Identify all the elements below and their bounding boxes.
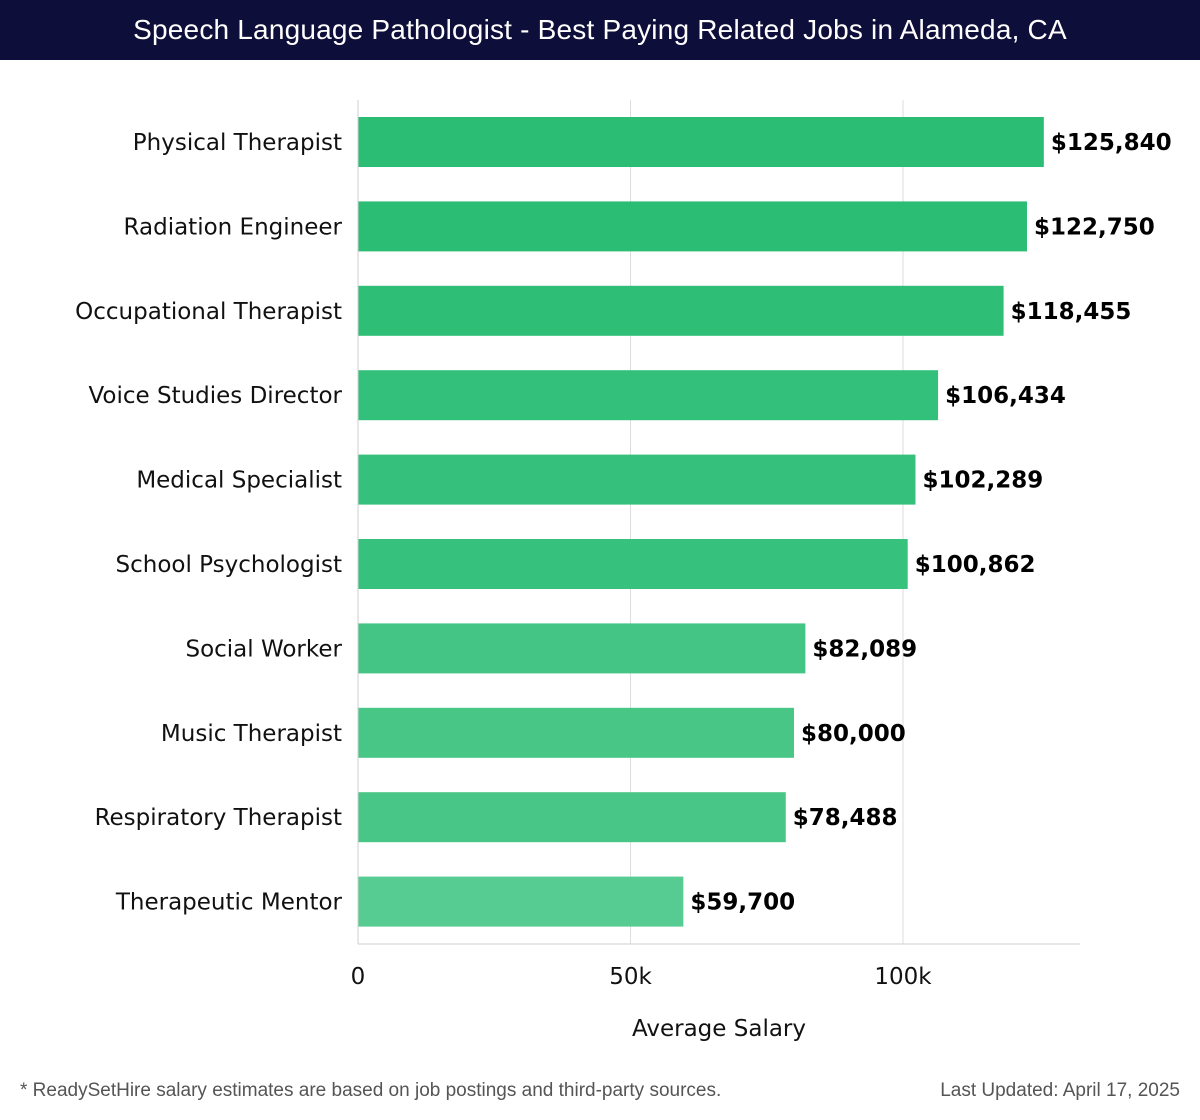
footer-note: * ReadySetHire salary estimates are base… [20, 1080, 722, 1101]
value-label: $80,000 [801, 721, 906, 747]
value-label: $100,862 [915, 552, 1036, 578]
bar [358, 117, 1044, 167]
bars [358, 117, 1044, 927]
category-label: Music Therapist [161, 721, 342, 747]
bar [358, 285, 1004, 336]
bar [358, 454, 916, 505]
category-label: Physical Therapist [133, 130, 342, 156]
x-tick-label: 50k [609, 964, 652, 990]
bar [358, 707, 794, 758]
chart-title-bar: Speech Language Pathologist - Best Payin… [0, 0, 1200, 60]
value-label: $102,289 [922, 468, 1043, 494]
category-labels: Physical Therapist Radiation Engineer Occu… [75, 130, 342, 916]
category-label: Therapeutic Mentor [115, 890, 343, 916]
bar [358, 370, 939, 421]
value-labels: $125,840 $122,750 $118,455 $106,434 $102,289… [690, 130, 1171, 916]
x-axis-label: Average Salary [632, 1016, 806, 1042]
bar [358, 539, 908, 589]
category-label: Radiation Engineer [124, 214, 343, 240]
value-label: $106,434 [945, 383, 1066, 409]
category-label: Medical Specialist [136, 468, 342, 494]
value-label: $59,700 [690, 890, 795, 916]
x-axis: 0 50k 100k Average Salary [351, 100, 1080, 1042]
value-label: $122,750 [1034, 214, 1155, 240]
bar [358, 201, 1027, 252]
value-label: $125,840 [1051, 130, 1172, 156]
value-label: $82,089 [812, 636, 917, 662]
bar-chart: Physical Therapist Radiation Engineer Occu… [75, 100, 1172, 1042]
bar [358, 792, 786, 843]
value-label: $78,488 [793, 805, 898, 831]
category-label: Voice Studies Director [88, 383, 342, 409]
bar [358, 623, 806, 674]
x-tick-label: 0 [351, 964, 366, 990]
bar [358, 876, 684, 927]
last-updated: Last Updated: April 17, 2025 [940, 1080, 1180, 1101]
value-label: $118,455 [1011, 299, 1132, 325]
chart-title: Speech Language Pathologist - Best Payin… [133, 14, 1067, 45]
category-label: Occupational Therapist [75, 299, 342, 325]
category-label: Social Worker [185, 636, 342, 662]
category-label: School Psychologist [116, 552, 342, 578]
x-tick-label: 100k [874, 964, 932, 990]
category-label: Respiratory Therapist [95, 805, 342, 831]
